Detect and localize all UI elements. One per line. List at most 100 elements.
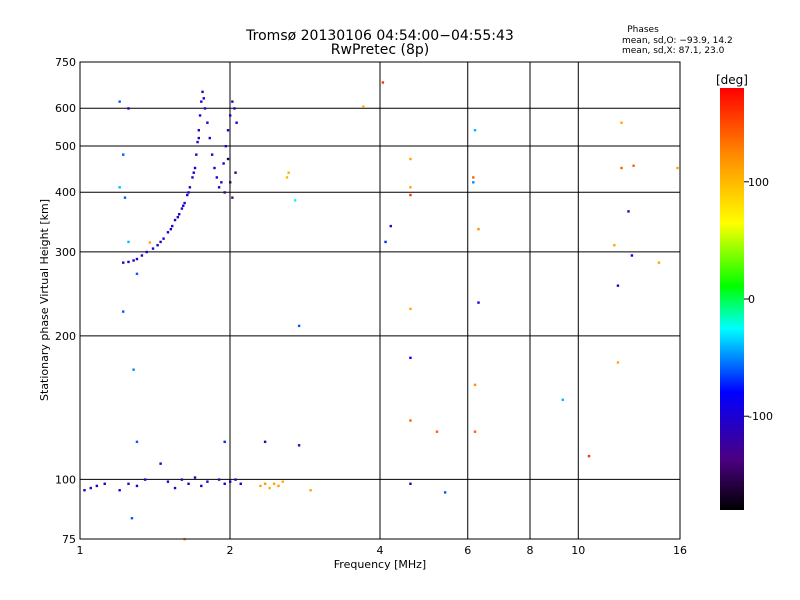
data-point bbox=[135, 440, 139, 444]
data-point bbox=[409, 186, 412, 189]
x-tick-label: 10 bbox=[571, 544, 585, 557]
data-point bbox=[130, 517, 134, 520]
data-point bbox=[223, 482, 226, 485]
data-point bbox=[213, 166, 216, 170]
data-point bbox=[297, 324, 301, 328]
data-point bbox=[620, 121, 623, 124]
data-point bbox=[177, 213, 181, 216]
stats-line1: mean, sd,O: −93.9, 14.2 bbox=[622, 36, 733, 46]
data-point bbox=[162, 237, 165, 240]
plot-frame bbox=[79, 61, 681, 540]
x-tick-label: 4 bbox=[377, 544, 384, 557]
data-point bbox=[171, 224, 174, 228]
data-point bbox=[309, 489, 312, 492]
data-point bbox=[166, 231, 170, 234]
data-point bbox=[118, 100, 121, 103]
data-point bbox=[191, 176, 194, 179]
data-point bbox=[268, 486, 271, 490]
data-point bbox=[281, 480, 284, 483]
data-point bbox=[217, 478, 221, 481]
data-point bbox=[118, 186, 121, 189]
data-point bbox=[187, 191, 190, 194]
data-point bbox=[122, 153, 125, 156]
data-point bbox=[477, 227, 480, 231]
data-point bbox=[135, 484, 139, 488]
data-point bbox=[159, 462, 162, 465]
x-tick-label: 6 bbox=[464, 544, 471, 557]
data-point bbox=[197, 129, 201, 132]
y-tick-label: 100 bbox=[55, 473, 76, 486]
colorbar-tick-label: 100 bbox=[748, 176, 769, 189]
data-point bbox=[127, 107, 130, 110]
y-tick-label: 500 bbox=[55, 140, 76, 153]
data-point bbox=[95, 484, 99, 488]
data-point bbox=[630, 254, 634, 257]
data-point bbox=[127, 260, 130, 264]
colorbar-tick-label: 0 bbox=[748, 293, 755, 306]
data-point bbox=[151, 247, 155, 250]
data-point bbox=[196, 140, 199, 144]
data-point bbox=[477, 301, 480, 304]
data-point bbox=[473, 430, 477, 433]
data-point bbox=[180, 478, 184, 481]
data-point bbox=[409, 307, 412, 311]
data-point bbox=[287, 171, 290, 174]
data-point bbox=[127, 240, 130, 244]
data-point bbox=[229, 114, 232, 117]
data-point bbox=[140, 254, 144, 257]
data-point bbox=[409, 482, 412, 485]
data-point bbox=[200, 484, 203, 488]
data-point bbox=[206, 121, 209, 124]
data-point bbox=[259, 484, 262, 488]
data-point bbox=[226, 129, 230, 132]
y-tick-label: 750 bbox=[55, 56, 76, 69]
data-point bbox=[473, 129, 477, 132]
data-point bbox=[83, 489, 86, 492]
data-point bbox=[223, 440, 226, 444]
data-point bbox=[297, 444, 301, 447]
data-point bbox=[182, 204, 185, 207]
data-point bbox=[587, 454, 591, 458]
data-point bbox=[173, 218, 177, 222]
y-tick-label: 75 bbox=[62, 533, 76, 546]
y-axis-label: Stationary phase Virtual Height [km] bbox=[38, 199, 51, 401]
data-point bbox=[186, 193, 189, 197]
data-point bbox=[233, 107, 236, 110]
data-point bbox=[389, 224, 392, 228]
data-point bbox=[159, 240, 162, 244]
data-point bbox=[234, 478, 237, 481]
x-tick-label: 8 bbox=[527, 544, 534, 557]
data-point bbox=[122, 310, 125, 313]
y-tick-label: 400 bbox=[55, 186, 76, 199]
data-point bbox=[613, 244, 616, 247]
data-point bbox=[217, 186, 221, 189]
data-point bbox=[443, 491, 447, 494]
data-point bbox=[409, 157, 412, 161]
data-point bbox=[277, 484, 280, 488]
colorbar-tick-label: -100 bbox=[748, 410, 773, 423]
data-point bbox=[195, 153, 198, 156]
data-point bbox=[224, 144, 228, 148]
data-point bbox=[201, 90, 204, 94]
data-point bbox=[234, 171, 237, 174]
data-point bbox=[176, 215, 180, 219]
data-point bbox=[263, 482, 267, 485]
data-point bbox=[123, 196, 127, 199]
data-point bbox=[657, 261, 661, 264]
data-point bbox=[193, 166, 197, 170]
colorbar-label: [deg] bbox=[716, 73, 748, 87]
data-point bbox=[192, 171, 195, 174]
data-point bbox=[200, 100, 203, 103]
data-point bbox=[169, 227, 173, 231]
colorbar-ticks: 100 0 -100 bbox=[744, 176, 773, 423]
data-point bbox=[220, 181, 223, 184]
x-axis-label: Frequency [MHz] bbox=[334, 558, 426, 571]
data-point bbox=[89, 486, 92, 490]
data-point bbox=[143, 478, 147, 481]
data-point bbox=[135, 272, 139, 276]
data-point bbox=[409, 356, 412, 360]
data-point bbox=[187, 482, 190, 485]
data-point bbox=[263, 440, 267, 444]
data-point bbox=[173, 486, 177, 490]
